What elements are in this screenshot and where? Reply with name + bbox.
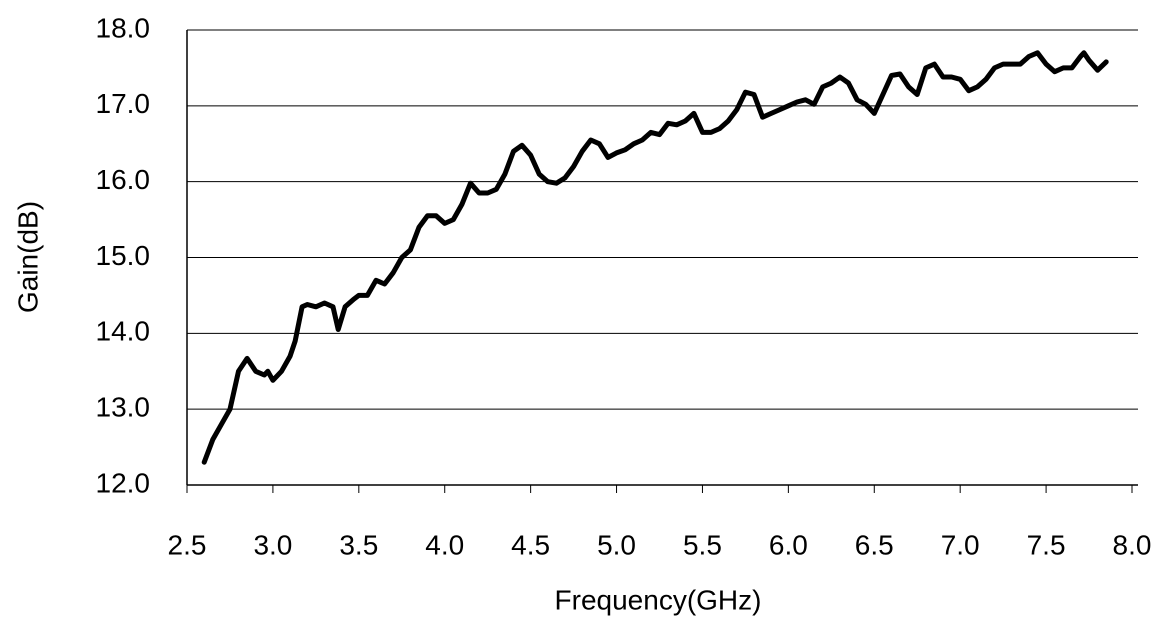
x-tick-label: 3.0 bbox=[253, 529, 292, 560]
x-tick-label: 3.5 bbox=[339, 529, 378, 560]
y-tick-label: 16.0 bbox=[96, 164, 151, 195]
x-tick-label: 6.5 bbox=[855, 529, 894, 560]
data-line bbox=[201, 50, 1109, 465]
y-tick-label: 12.0 bbox=[96, 467, 151, 498]
y-tick-label: 18.0 bbox=[96, 12, 151, 43]
x-axis-label: Frequency(GHz) bbox=[555, 584, 762, 615]
x-tick-label: 7.0 bbox=[941, 529, 980, 560]
x-tick-label: 4.5 bbox=[511, 529, 550, 560]
x-tick-label: 6.0 bbox=[769, 529, 808, 560]
x-tick-label: 2.5 bbox=[168, 529, 207, 560]
y-tick-label: 14.0 bbox=[96, 316, 151, 347]
y-tick-label: 15.0 bbox=[96, 240, 151, 271]
x-tick-label: 5.5 bbox=[683, 529, 722, 560]
x-tick-label: 8.0 bbox=[1113, 529, 1152, 560]
x-tick-label: 4.0 bbox=[425, 529, 464, 560]
y-tick-label: 17.0 bbox=[96, 88, 151, 119]
y-axis-label: Gain(dB) bbox=[12, 201, 43, 313]
x-tick-label: 7.5 bbox=[1027, 529, 1066, 560]
x-tick-label: 5.0 bbox=[597, 529, 636, 560]
y-tick-label: 13.0 bbox=[96, 392, 151, 423]
